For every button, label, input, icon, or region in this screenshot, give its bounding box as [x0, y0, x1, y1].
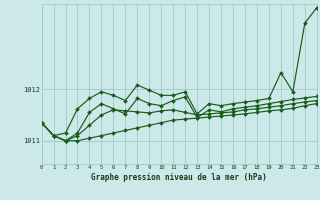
- X-axis label: Graphe pression niveau de la mer (hPa): Graphe pression niveau de la mer (hPa): [91, 173, 267, 182]
